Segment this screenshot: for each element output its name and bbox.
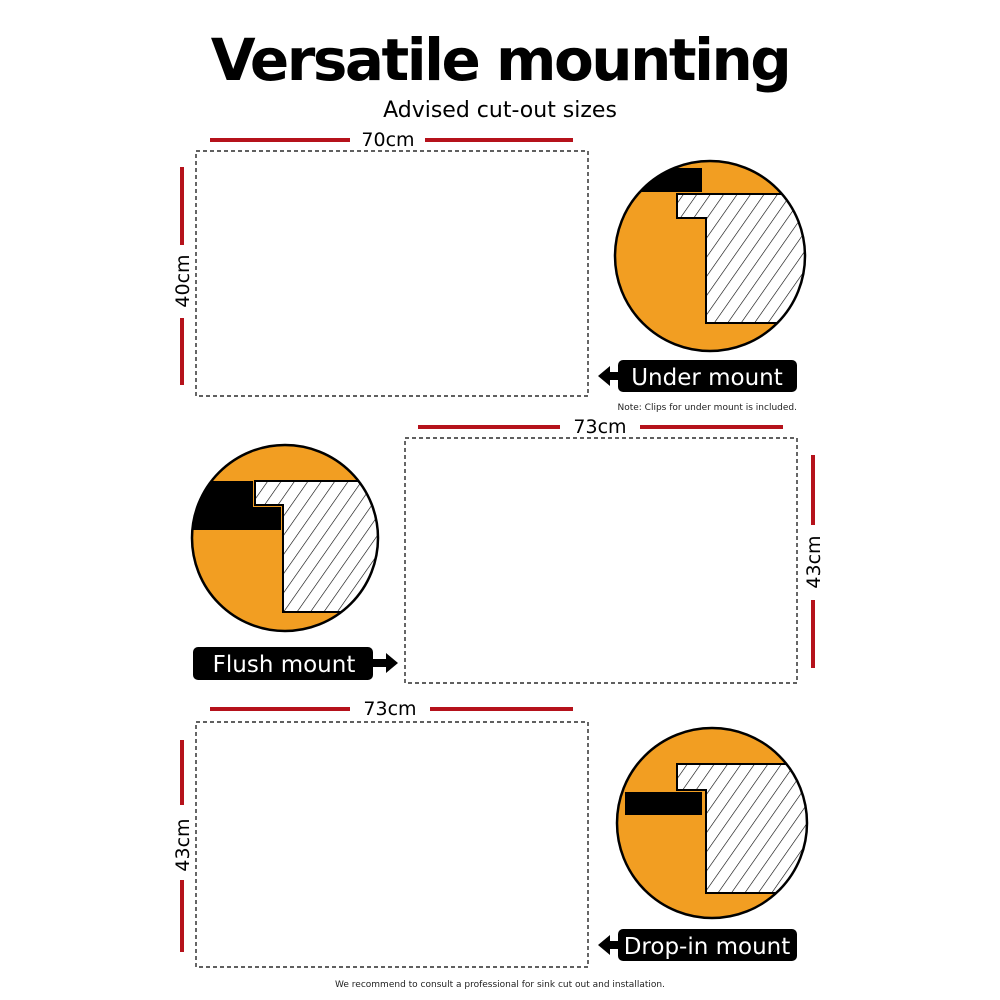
- arrow-left-icon: [598, 935, 620, 955]
- page-subtitle: Advised cut-out sizes: [383, 98, 617, 123]
- under-mount-label-pill: [618, 360, 797, 392]
- flush-mount-section: 73cm 43cm Flush mount: [190, 416, 825, 684]
- under-mount-label: Under mount: [631, 365, 783, 391]
- under-mount-detail-illustration: [613, 159, 807, 353]
- width-label: 73cm: [573, 416, 626, 438]
- width-label: 70cm: [361, 129, 414, 151]
- cutout-outline: [195, 150, 589, 397]
- drop-in-mount-label-pill: [618, 929, 797, 961]
- height-label: 40cm: [172, 254, 194, 307]
- dimension-lines: [180, 138, 573, 385]
- dimension-lines: [418, 425, 815, 668]
- drop-in-mount-detail-illustration: [615, 726, 809, 920]
- page-title: Versatile mounting: [211, 26, 790, 94]
- drop-in-mount-label: Drop-in mount: [624, 934, 791, 960]
- height-label: 43cm: [803, 535, 825, 588]
- width-label: 73cm: [363, 698, 416, 720]
- dimension-lines: [180, 707, 573, 952]
- flush-mount-label: Flush mount: [213, 652, 356, 678]
- under-mount-section: 70cm 40cm Under mount Note: Clips for un…: [172, 129, 807, 413]
- flush-mount-detail-illustration: [190, 443, 380, 633]
- arrow-left-icon: [598, 366, 620, 386]
- cutout-outline: [195, 721, 589, 968]
- footer-note: We recommend to consult a professional f…: [335, 980, 665, 990]
- clips-note: Note: Clips for under mount is included.: [617, 403, 797, 413]
- arrow-right-icon: [372, 653, 398, 673]
- cutout-outline: [404, 437, 798, 684]
- drop-in-mount-section: 73cm 43cm Drop-in mount: [172, 698, 809, 968]
- height-label: 43cm: [172, 818, 194, 871]
- flush-mount-label-pill: [193, 647, 373, 680]
